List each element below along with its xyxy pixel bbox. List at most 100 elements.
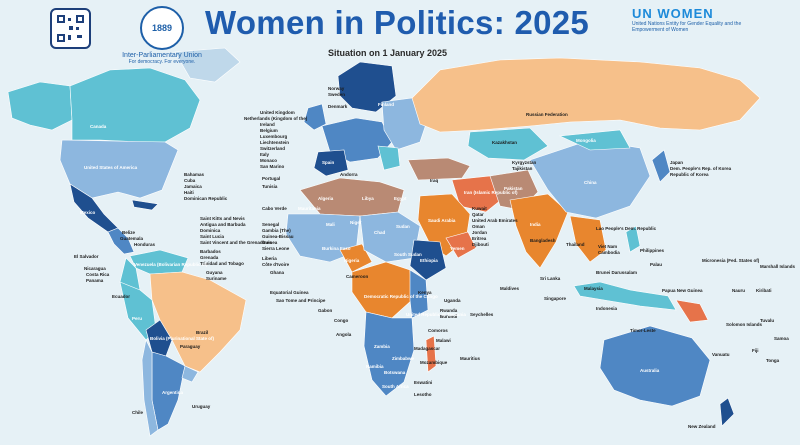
- country-label-belize[interactable]: Belize: [122, 230, 136, 235]
- country-label-argentina[interactable]: Argentina: [162, 390, 184, 395]
- country-label-antigua[interactable]: Antigua and Barbuda: [200, 222, 246, 227]
- country-label-eswatini[interactable]: Eswatini: [414, 380, 433, 385]
- country-label-canada[interactable]: Canada: [90, 124, 107, 129]
- country-label-oman[interactable]: Oman: [472, 224, 485, 229]
- country-label-san-marino[interactable]: San Marino: [260, 164, 285, 169]
- country-label-brazil[interactable]: Brazil: [196, 330, 209, 335]
- region-iberia[interactable]: [313, 149, 349, 177]
- country-label-mozambique[interactable]: Mozambique: [420, 360, 448, 365]
- country-label-iran[interactable]: Iran (Islamic Republic of): [464, 190, 518, 195]
- country-label-sweden[interactable]: Sweden: [328, 92, 346, 97]
- country-label-mongolia[interactable]: Mongolia: [576, 138, 596, 143]
- country-label-madagascar[interactable]: Madagascar: [414, 346, 441, 351]
- country-label-thailand[interactable]: Thailand: [566, 242, 585, 247]
- country-label-ghana[interactable]: Ghana: [270, 270, 285, 275]
- country-label-kuwait[interactable]: Kuwait: [472, 206, 487, 211]
- country-label-namibia[interactable]: Namibia: [366, 364, 384, 369]
- country-label-cuba[interactable]: Cuba: [184, 178, 196, 183]
- country-label-costa-rica[interactable]: Costa Rica: [86, 272, 110, 277]
- region-caribbean[interactable]: [131, 199, 159, 211]
- country-label-papua-new-guinea[interactable]: Papua New Guinea: [662, 288, 703, 293]
- country-label-finland[interactable]: Finland: [378, 102, 394, 107]
- country-label-paraguay[interactable]: Paraguay: [180, 344, 201, 349]
- country-label-iraq[interactable]: Iraq: [430, 178, 439, 183]
- country-label-fiji[interactable]: Fiji: [752, 348, 759, 353]
- country-label-algeria[interactable]: Algeria: [318, 196, 334, 201]
- country-label-kyrgyzstan[interactable]: Kyrgyzstan: [512, 160, 537, 165]
- country-label-kenya[interactable]: Kenya: [418, 290, 432, 295]
- country-label-zambia[interactable]: Zambia: [374, 344, 390, 349]
- country-label-india[interactable]: India: [530, 222, 541, 227]
- region-bolivia[interactable]: [145, 319, 173, 357]
- country-label-samoa[interactable]: Samoa: [774, 336, 789, 341]
- country-label-suriname[interactable]: Suriname: [206, 276, 227, 281]
- country-label-jordan[interactable]: Jordan: [472, 230, 488, 235]
- country-label-uae[interactable]: United Arab Emirates: [472, 218, 518, 223]
- country-label-seychelles[interactable]: Seychelles: [470, 312, 494, 317]
- region-southeast-asia[interactable]: [569, 215, 607, 263]
- country-label-el-salvador[interactable]: El Salvador: [74, 254, 99, 259]
- country-label-new-zealand[interactable]: New Zealand: [688, 424, 716, 429]
- region-chile[interactable]: [141, 339, 159, 437]
- country-label-gabon[interactable]: Gabon: [318, 308, 333, 313]
- country-label-botswana[interactable]: Botswana: [384, 370, 406, 375]
- country-label-panama[interactable]: Panama: [86, 278, 104, 283]
- country-label-palau[interactable]: Palau: [650, 262, 663, 267]
- country-label-tanzania[interactable]: United Republic of Tanzania: [406, 312, 466, 317]
- country-label-chad[interactable]: Chad: [374, 230, 386, 235]
- country-label-pakistan[interactable]: Pakistan: [504, 186, 523, 191]
- country-label-sri-lanka[interactable]: Sri Lanka: [540, 276, 561, 281]
- country-label-netherlands[interactable]: Netherlands (Kingdom of the): [244, 116, 308, 121]
- region-central-africa[interactable]: [351, 261, 413, 319]
- country-label-micronesia[interactable]: Micronesia (Fed. States of): [702, 258, 760, 263]
- region-mongolia[interactable]: [558, 129, 631, 151]
- country-label-burkina-faso[interactable]: Burkina Faso: [322, 246, 351, 251]
- country-label-eritrea[interactable]: Eritrea: [472, 236, 487, 241]
- country-label-saint-lucia[interactable]: Saint Lucia: [200, 234, 225, 239]
- region-usa[interactable]: [59, 139, 179, 199]
- country-label-switzerland[interactable]: Switzerland: [260, 146, 286, 151]
- country-label-saint-kitts[interactable]: Saint Kitts and Nevis: [200, 216, 245, 221]
- region-east-africa[interactable]: [409, 269, 429, 319]
- country-label-cote-divoire[interactable]: Côte d'Ivoire: [262, 262, 290, 267]
- country-label-bahamas[interactable]: Bahamas: [184, 172, 205, 177]
- country-label-malaysia[interactable]: Malaysia: [584, 286, 603, 291]
- country-label-drc[interactable]: Democratic Republic of the Congo: [364, 294, 438, 299]
- country-label-australia[interactable]: Australia: [640, 368, 660, 373]
- country-label-yemen[interactable]: Yemen: [450, 246, 465, 251]
- country-label-equatorial-guinea[interactable]: Equatorial Guinea: [270, 290, 309, 295]
- country-label-ecuador[interactable]: Ecuador: [112, 294, 131, 299]
- country-label-malawi[interactable]: Malawi: [436, 338, 451, 343]
- region-brazil[interactable]: [149, 271, 247, 373]
- country-label-senegal[interactable]: Senegal: [262, 222, 280, 227]
- country-label-gambia[interactable]: Gambia (The): [262, 228, 291, 233]
- country-label-mauritania[interactable]: Mauritania: [298, 206, 321, 211]
- country-label-marshall-islands[interactable]: Marshall Islands: [760, 264, 796, 269]
- country-label-china[interactable]: China: [584, 180, 597, 185]
- country-label-united-kingdom[interactable]: United Kingdom: [260, 110, 295, 115]
- country-label-bolivia[interactable]: Bolivia (Plurinational State of): [150, 336, 215, 341]
- country-label-portugal[interactable]: Portugal: [262, 176, 281, 181]
- country-label-dominican-republic[interactable]: Dominican Republic: [184, 196, 228, 201]
- region-australia[interactable]: [599, 325, 711, 407]
- country-label-solomon-islands[interactable]: Solomon Islands: [726, 322, 763, 327]
- country-label-egypt[interactable]: Egypt: [394, 196, 407, 201]
- region-oman-yemen[interactable]: [445, 231, 477, 259]
- region-uk-ireland[interactable]: [303, 103, 327, 131]
- country-label-haiti[interactable]: Haiti: [184, 190, 194, 195]
- country-label-zimbabwe[interactable]: Zimbabwe: [392, 356, 415, 361]
- region-horn-of-africa[interactable]: [409, 239, 447, 281]
- country-label-singapore[interactable]: Singapore: [544, 296, 567, 301]
- country-label-guinea-bissau[interactable]: Guinea-Bissau: [262, 234, 294, 239]
- country-label-rok[interactable]: Republic of Korea: [670, 172, 709, 177]
- region-new-zealand[interactable]: [719, 397, 735, 427]
- region-japan-korea[interactable]: [651, 149, 671, 183]
- country-label-denmark[interactable]: Denmark: [328, 104, 348, 109]
- country-label-saint-vincent[interactable]: Saint Vincent and the Grenadines: [200, 240, 272, 245]
- region-russian-federation[interactable]: [411, 57, 761, 133]
- country-label-honduras[interactable]: Honduras: [134, 242, 156, 247]
- country-label-maldives[interactable]: Maldives: [500, 286, 520, 291]
- country-label-belgium[interactable]: Belgium: [260, 128, 278, 133]
- country-label-qatar[interactable]: Qatar: [472, 212, 484, 217]
- country-label-nauru[interactable]: Nauru: [732, 288, 746, 293]
